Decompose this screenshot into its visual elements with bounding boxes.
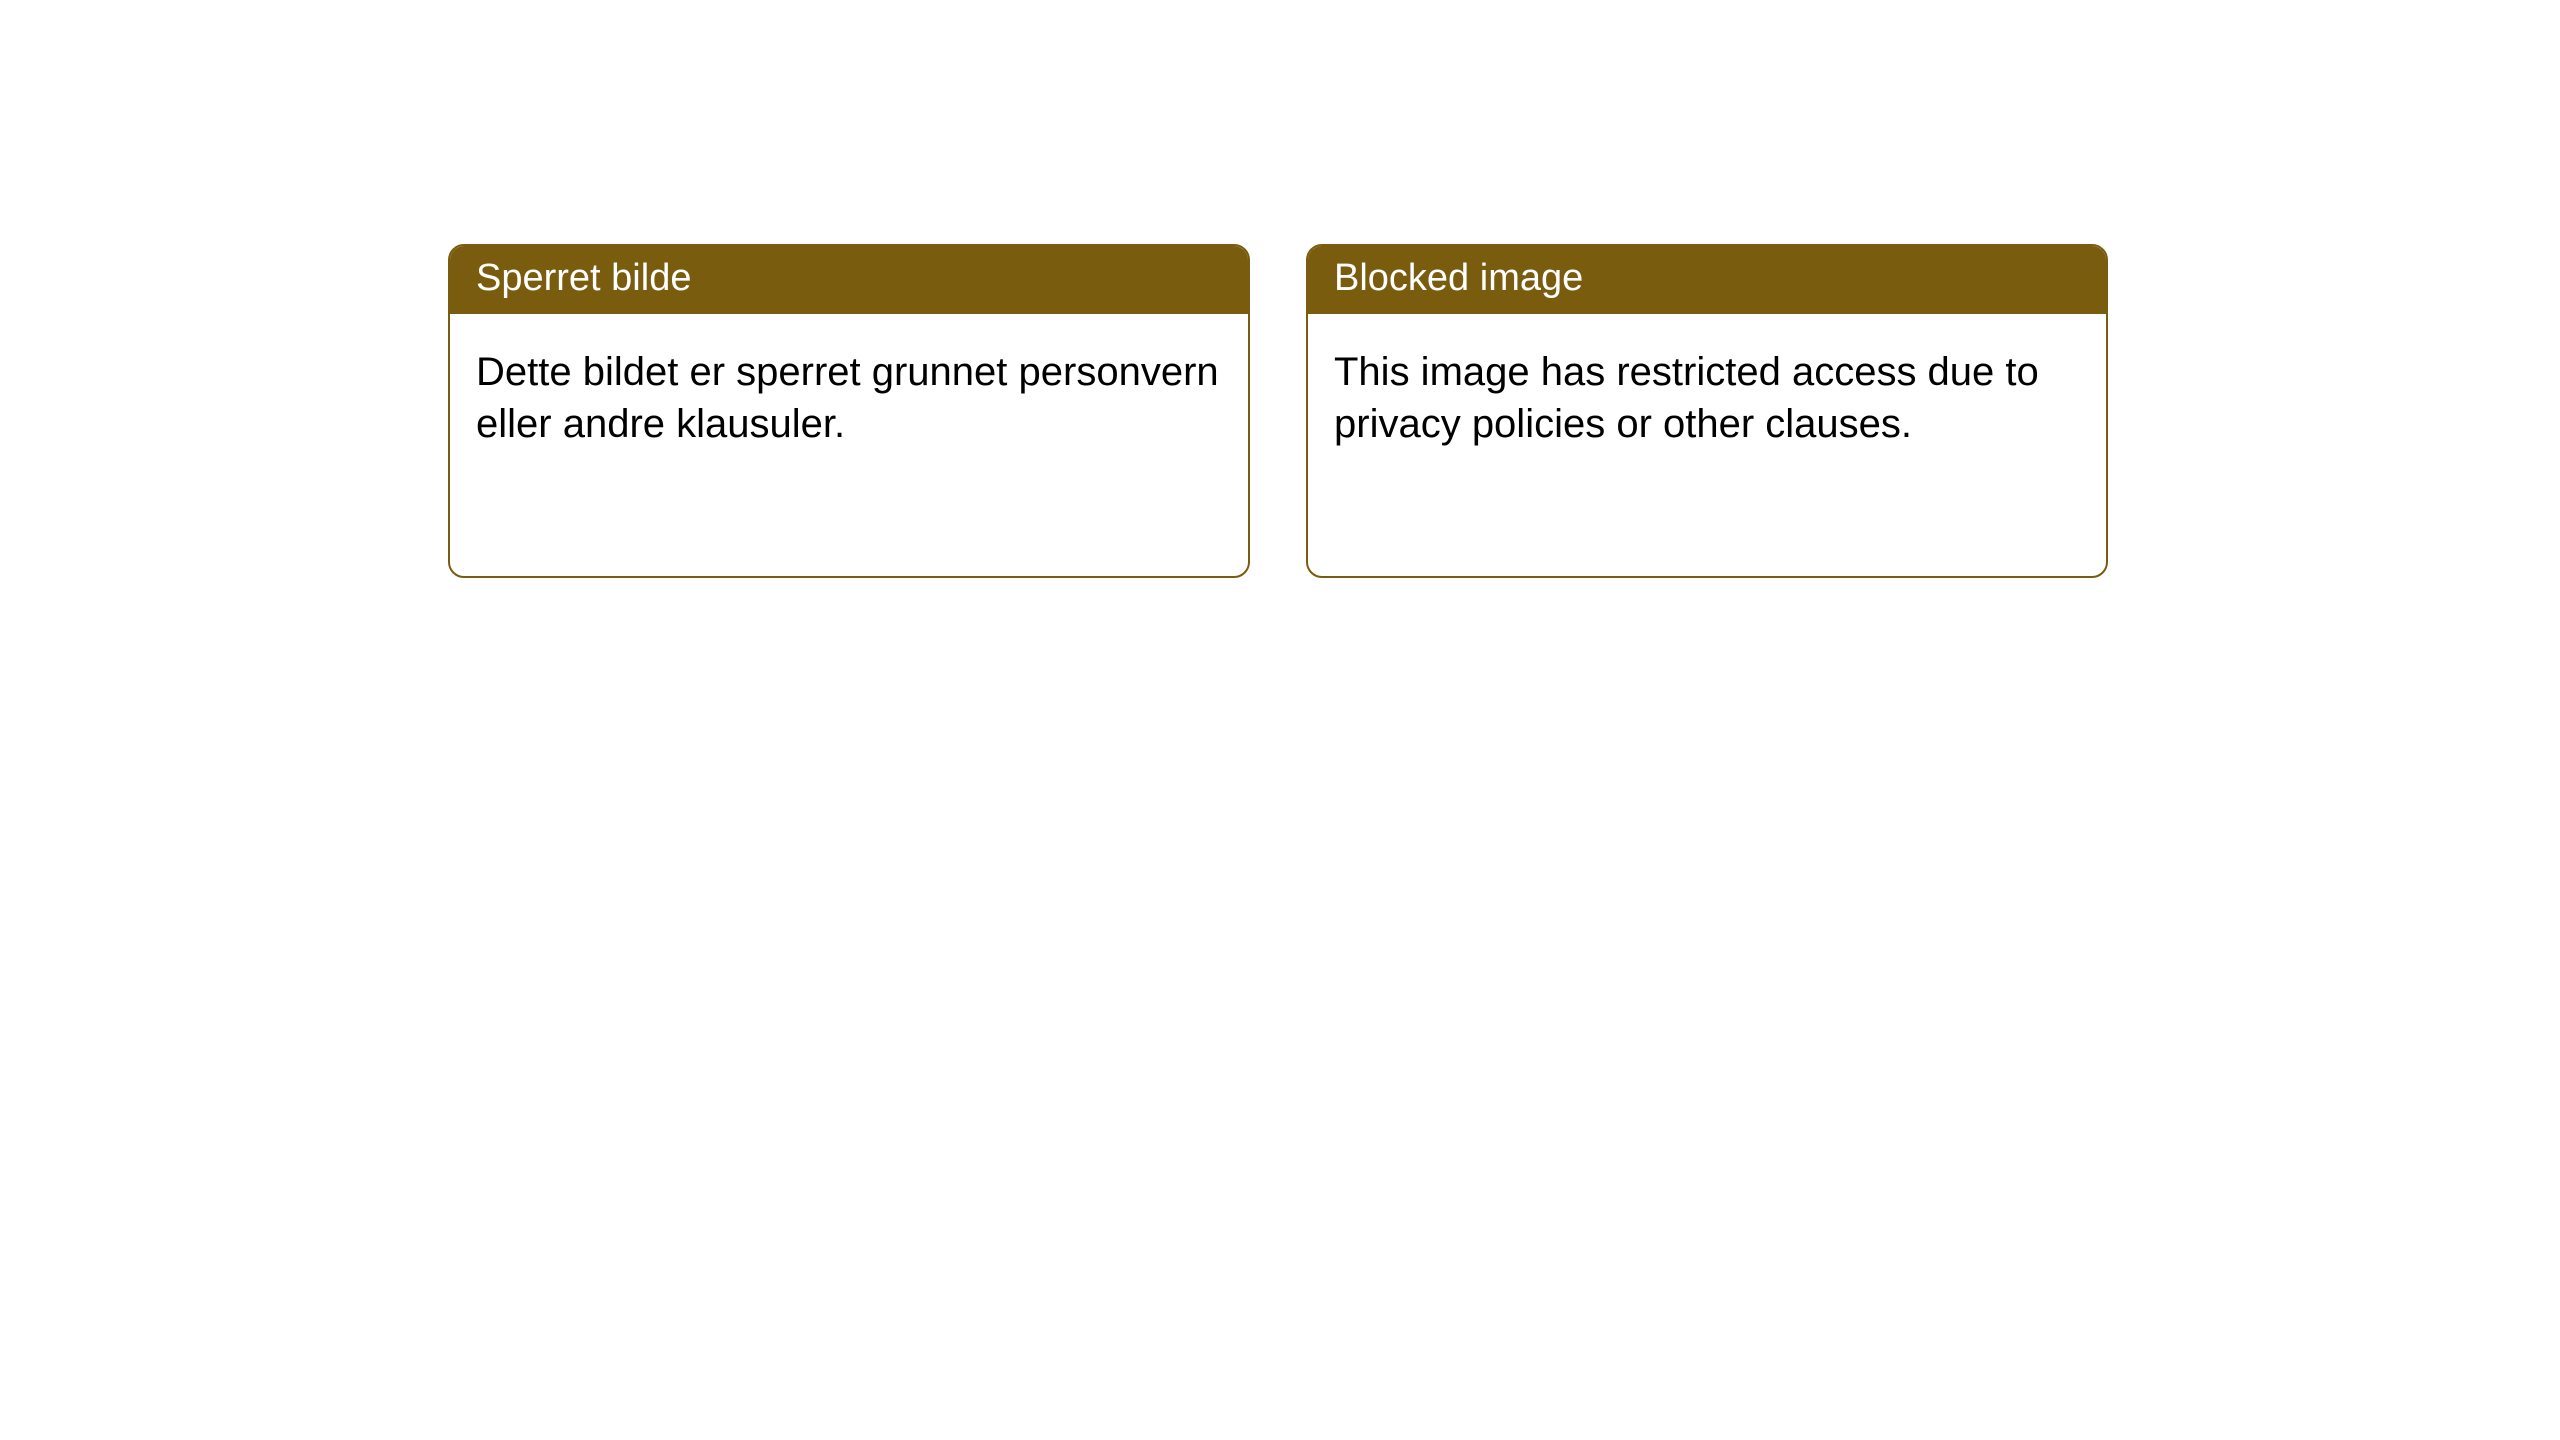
- panel-body-text: Dette bildet er sperret grunnet personve…: [450, 314, 1248, 482]
- panel-body-text: This image has restricted access due to …: [1308, 314, 2106, 482]
- notice-container: Sperret bilde Dette bildet er sperret gr…: [0, 0, 2560, 578]
- panel-title: Sperret bilde: [450, 246, 1248, 314]
- panel-title: Blocked image: [1308, 246, 2106, 314]
- blocked-image-panel-no: Sperret bilde Dette bildet er sperret gr…: [448, 244, 1250, 578]
- blocked-image-panel-en: Blocked image This image has restricted …: [1306, 244, 2108, 578]
